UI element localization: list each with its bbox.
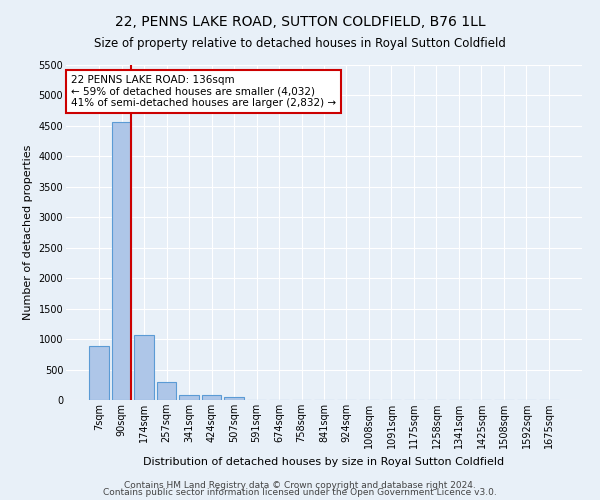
Text: Size of property relative to detached houses in Royal Sutton Coldfield: Size of property relative to detached ho… bbox=[94, 38, 506, 51]
Bar bbox=[112, 122, 131, 400]
Text: 22 PENNS LAKE ROAD: 136sqm
← 59% of detached houses are smaller (4,032)
41% of s: 22 PENNS LAKE ROAD: 136sqm ← 59% of deta… bbox=[71, 75, 336, 108]
Text: Contains HM Land Registry data © Crown copyright and database right 2024.: Contains HM Land Registry data © Crown c… bbox=[124, 480, 476, 490]
Y-axis label: Number of detached properties: Number of detached properties bbox=[23, 145, 33, 320]
Bar bbox=[89, 346, 109, 400]
Bar bbox=[224, 397, 244, 400]
Bar bbox=[179, 394, 199, 400]
Text: 22, PENNS LAKE ROAD, SUTTON COLDFIELD, B76 1LL: 22, PENNS LAKE ROAD, SUTTON COLDFIELD, B… bbox=[115, 15, 485, 29]
Bar bbox=[157, 382, 176, 400]
Text: Contains public sector information licensed under the Open Government Licence v3: Contains public sector information licen… bbox=[103, 488, 497, 497]
X-axis label: Distribution of detached houses by size in Royal Sutton Coldfield: Distribution of detached houses by size … bbox=[143, 456, 505, 466]
Bar bbox=[202, 395, 221, 400]
Bar bbox=[134, 336, 154, 400]
